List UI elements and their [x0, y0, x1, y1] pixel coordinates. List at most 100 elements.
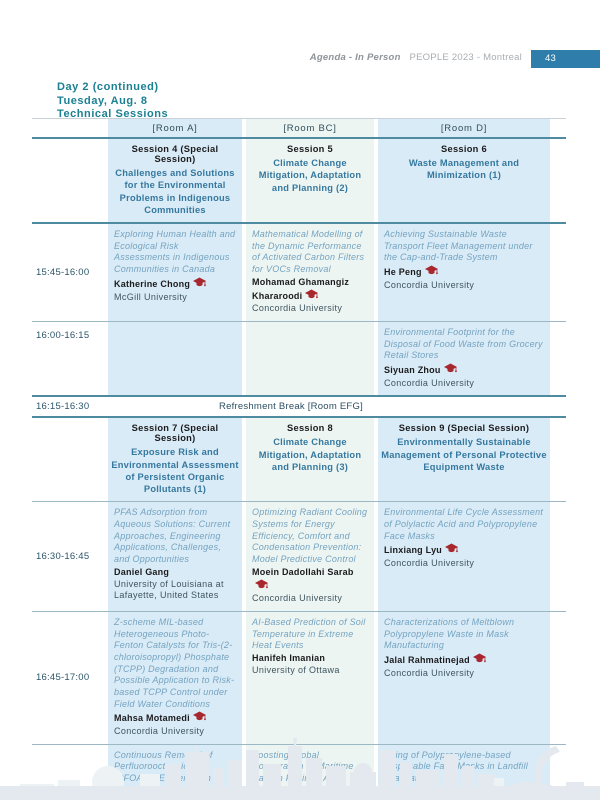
talk-affiliation: Concordia University	[252, 593, 343, 604]
talk-cell: Environmental Footprint for the Disposal…	[378, 321, 550, 396]
title-block: Day 2 (continued) Tuesday, Aug. 8 Techni…	[57, 81, 168, 122]
session-7-header: Session 7 (Special Session) Exposure Ris…	[108, 418, 242, 502]
montreal-skyline-graphic	[0, 738, 600, 800]
talk-speaker: Siyuan Zhou	[384, 363, 544, 378]
time-column-spacer	[32, 119, 104, 137]
time-label: 16:45-17:00	[36, 672, 90, 684]
session-header-row-2: Session 7 (Special Session) Exposure Ris…	[32, 418, 566, 503]
time-label: 16:00-16:15	[36, 329, 90, 341]
session-name: Session 8	[287, 423, 333, 434]
talk-speaker: Mohamad Ghamangiz Khararoodi	[252, 277, 368, 303]
graduation-cap-icon	[193, 277, 207, 292]
talk-affiliation: McGill University	[114, 291, 188, 302]
talk-title: Mathematical Modelling of the Dynamic Pe…	[252, 229, 365, 275]
talk-affiliation: University of Louisiana at Lafayette, Un…	[114, 578, 224, 601]
talk-cell: Characterizations of Meltblown Polypropy…	[378, 611, 550, 744]
talk-cell: Optimizing Radiant Cooling Systems for E…	[246, 502, 374, 611]
talk-speaker: Jalal Rahmatinejad	[384, 653, 544, 668]
talk-cell: PFAS Adsorption from Aqueous Solutions: …	[108, 502, 242, 611]
session-title: Exposure Risk and Environmental Assessme…	[111, 447, 239, 495]
break-location: [Room EFG]	[307, 401, 363, 413]
talk-affiliation: Concordia University	[114, 726, 205, 737]
room-a-header: [Room A]	[108, 119, 242, 137]
talk-speaker: Mahsa Motamedi	[114, 711, 236, 726]
talk-speaker: Daniel Gang	[114, 567, 236, 579]
talk-speaker: Katherine Chong	[114, 277, 236, 292]
talk-speaker: Linxiang Lyu	[384, 543, 544, 558]
talk-title: Characterizations of Meltblown Polypropy…	[384, 616, 515, 651]
session-4-header: Session 4 (Special Session) Challenges a…	[108, 139, 242, 223]
session-name: Session 7 (Special Session)	[131, 423, 219, 444]
talk-affiliation: Concordia University	[384, 667, 475, 678]
speaker-name: Linxiang Lyu	[384, 545, 443, 556]
talk-speaker: Hanifeh Imanian	[252, 653, 368, 665]
talk-cell: Environmental Life Cycle Assessment of P…	[378, 502, 550, 611]
time-column-spacer	[32, 139, 104, 222]
sessions-title: Technical Sessions	[57, 108, 169, 120]
graduation-cap-icon	[192, 711, 206, 726]
speaker-name: Katherine Chong	[114, 278, 191, 289]
session-title: Climate Change Mitigation, Adaptation an…	[258, 158, 362, 193]
talk-cell: Z-scheme MIL-based Heterogeneous Photo-F…	[108, 611, 242, 744]
session-name: Session 9 (Special Session)	[398, 423, 530, 434]
session-5-header: Session 5 Climate Change Mitigation, Ada…	[246, 139, 374, 223]
speaker-name: Mohamad Ghamangiz Khararoodi	[252, 276, 350, 301]
empty-cell	[108, 321, 242, 396]
talk-title: Environmental Life Cycle Assessment of P…	[384, 507, 544, 541]
speaker-name: Siyuan Zhou	[384, 364, 441, 375]
talk-title: Optimizing Radiant Cooling Systems for E…	[252, 507, 368, 565]
time-label: 16:30-16:45	[36, 551, 90, 563]
talk-row-1600: 16:00-16:15 Environmental Footprint for …	[32, 321, 566, 398]
talk-cell: Exploring Human Health and Ecological Ri…	[108, 224, 242, 321]
time-label: 15:45-16:00	[36, 266, 90, 278]
speaker-name: Moein Dadollahi Sarab	[252, 566, 354, 577]
talk-row-1630: 16:30-16:45 PFAS Adsorption from Aqueous…	[32, 502, 566, 612]
talk-title: Achieving Sustainable Waste Transport Fl…	[384, 229, 533, 263]
session-6-header: Session 6 Waste Management and Minimizat…	[378, 139, 550, 223]
session-title: Climate Change Mitigation, Adaptation an…	[258, 437, 362, 472]
talk-cell: Achieving Sustainable Waste Transport Fl…	[378, 224, 550, 321]
talk-affiliation: University of Ottawa	[252, 664, 340, 675]
talk-cell: Mathematical Modelling of the Dynamic Pe…	[246, 224, 374, 321]
talk-speaker: Moein Dadollahi Sarab	[252, 567, 368, 593]
speaker-name: Daniel Gang	[114, 566, 170, 577]
running-header: Agenda - In Person PEOPLE 2023 - Montrea…	[310, 52, 522, 63]
session-title: Waste Management and Minimization (1)	[408, 158, 520, 181]
speaker-name: He Peng	[384, 267, 422, 278]
graduation-cap-icon	[445, 543, 459, 558]
refreshment-break-row: 16:15-16:30 Refreshment Break [Room EFG]	[32, 397, 566, 419]
day-title: Day 2 (continued)	[57, 81, 159, 93]
talk-affiliation: Concordia University	[252, 303, 343, 314]
room-bc-header: [Room BC]	[246, 119, 374, 137]
session-name: Session 6	[441, 144, 487, 154]
graduation-cap-icon	[472, 653, 486, 668]
break-title: Refreshment Break	[218, 401, 305, 413]
header-agenda-label: Agenda - In Person	[309, 52, 401, 63]
talk-title: AI-Based Prediction of Soil Temperature …	[252, 616, 366, 651]
break-label: Refreshment Break [Room EFG]	[32, 397, 550, 416]
talk-title: Z-scheme MIL-based Heterogeneous Photo-F…	[114, 616, 235, 709]
speaker-name: Hanifeh Imanian	[252, 652, 326, 663]
header-conference-label: PEOPLE 2023 - Montreal	[409, 52, 522, 63]
page-number-badge: 43	[531, 50, 600, 68]
session-8-header: Session 8 Climate Change Mitigation, Ada…	[246, 418, 374, 502]
session-name: Session 5	[287, 144, 333, 154]
graduation-cap-icon	[443, 363, 457, 378]
talk-row-1645: 16:45-17:00 Z-scheme MIL-based Heterogen…	[32, 611, 566, 745]
graduation-cap-icon	[305, 289, 319, 304]
page-header: Agenda - In Person PEOPLE 2023 - Montrea…	[0, 50, 600, 68]
talk-affiliation: Concordia University	[384, 558, 475, 569]
empty-cell	[246, 321, 374, 396]
talk-row-1545: 15:45-16:00 Exploring Human Health and E…	[32, 224, 566, 322]
talk-speaker: He Peng	[384, 265, 544, 280]
room-header-row: [Room A] [Room BC] [Room D]	[32, 119, 566, 139]
speaker-name: Jalal Rahmatinejad	[384, 654, 470, 665]
session-title: Challenges and Solutions for the Environ…	[115, 168, 235, 215]
talk-affiliation: Concordia University	[384, 279, 475, 290]
agenda-table: [Room A] [Room BC] [Room D] Session 4 (S…	[32, 118, 566, 800]
time-label: 16:15-16:30	[36, 401, 90, 413]
speaker-name: Mahsa Motamedi	[114, 713, 190, 724]
talk-title: Exploring Human Health and Ecological Ri…	[114, 229, 236, 275]
graduation-cap-icon	[255, 579, 268, 594]
